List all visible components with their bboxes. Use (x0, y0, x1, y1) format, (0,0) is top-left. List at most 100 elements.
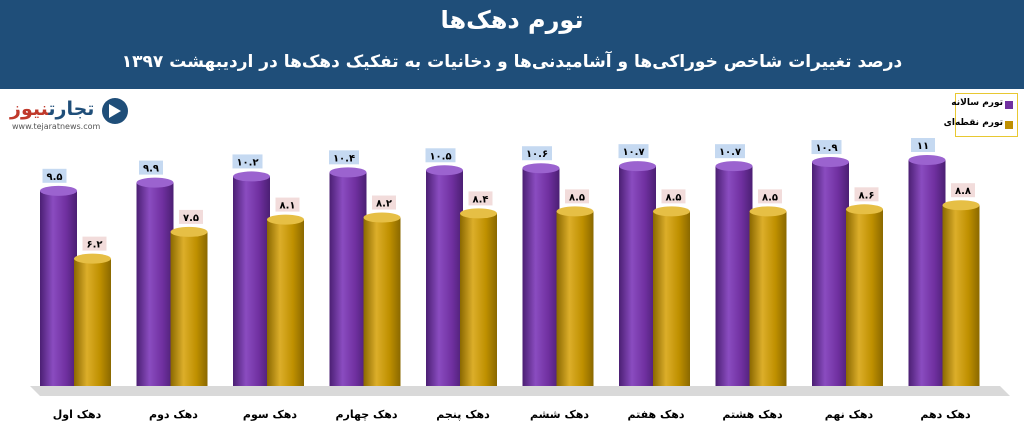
bar-point-1 (74, 258, 111, 386)
x-tick-label-9: دهک نهم (825, 408, 874, 421)
bar-point-4 (363, 217, 401, 386)
bar-cap-point-1 (74, 253, 111, 264)
bar-annual-7 (619, 166, 656, 386)
x-tick-label-2: دهک دوم (149, 408, 198, 421)
data-label-annual-1: ۹.۵ (46, 172, 62, 183)
data-label-bg-annual-1 (42, 168, 67, 183)
chart-subtitle: درصد تغییرات شاخص خوراکی‌ها و آشامیدنی‌ه… (121, 52, 903, 72)
legend-swatch-annual (1005, 101, 1013, 109)
data-label-bg-point-6 (565, 189, 589, 204)
chart-legend: تورم سالانه تورم نقطه‌ای (944, 93, 1018, 137)
x-tick-label-1: دهک اول (53, 408, 102, 421)
data-label-annual-6: ۱۰.۶ (526, 149, 548, 160)
data-label-point-3: ۸.۱ (279, 201, 295, 212)
bar-cap-point-3 (267, 214, 304, 225)
data-label-bg-annual-7 (618, 144, 649, 159)
data-label-bg-annual-3 (232, 154, 263, 169)
data-label-bg-point-5 (468, 191, 493, 206)
data-label-annual-9: ۱۰.۹ (815, 143, 837, 154)
data-label-annual-4: ۱۰.۴ (333, 153, 355, 164)
bar-point-7 (653, 211, 690, 386)
data-label-bg-point-8 (758, 189, 782, 204)
data-label-annual-5: ۱۰.۵ (429, 151, 451, 162)
bar-cap-point-8 (749, 206, 787, 217)
data-label-bg-annual-10 (911, 138, 935, 152)
bar-point-6 (556, 211, 594, 386)
bar-point-5 (460, 213, 497, 386)
logo-arrow-icon (102, 98, 128, 124)
bar-cap-point-4 (363, 212, 401, 223)
bar-cap-annual-9 (812, 157, 849, 168)
bar-annual-6 (522, 168, 560, 386)
bar-point-8 (749, 211, 787, 386)
data-label-bg-annual-6 (522, 146, 552, 161)
bar-cap-annual-6 (522, 163, 560, 174)
data-label-annual-8: ۱۰.۷ (719, 147, 741, 158)
data-label-point-8: ۸.۵ (762, 192, 778, 203)
legend-swatch-point (1005, 121, 1013, 129)
data-label-bg-point-10 (951, 183, 975, 198)
brand-logo: تجارتنیوز www.tejaratnews.com (6, 96, 134, 134)
chart-title: تورم دهک‌ها (440, 6, 584, 34)
data-label-bg-annual-9 (811, 140, 842, 155)
x-tick-label-5: دهک پنجم (436, 408, 490, 421)
bar-annual-5 (426, 170, 463, 386)
data-label-bg-point-1 (82, 236, 107, 251)
data-label-point-1: ۶.۲ (86, 240, 102, 251)
x-tick-label-7: دهک هفتم (627, 408, 684, 421)
bar-cap-point-7 (653, 206, 690, 217)
bar-cap-annual-2 (136, 177, 174, 188)
bar-annual-1 (40, 190, 77, 386)
data-label-point-5: ۸.۴ (472, 194, 488, 205)
bar-annual-4 (329, 172, 367, 386)
data-label-point-9: ۸.۶ (858, 190, 874, 201)
bar-cap-annual-3 (233, 171, 270, 182)
bar-cap-annual-5 (426, 165, 463, 176)
data-label-point-10: ۸.۸ (955, 186, 971, 197)
x-tick-label-8: دهک هشتم (722, 408, 783, 421)
bar-point-2 (170, 231, 208, 386)
data-label-annual-2: ۹.۹ (143, 164, 159, 175)
data-label-bg-point-7 (661, 189, 686, 204)
data-label-bg-point-9 (854, 187, 879, 202)
data-label-bg-point-4 (372, 195, 396, 210)
x-tick-label-4: دهک چهارم (335, 408, 397, 421)
logo-url: www.tejaratnews.com (12, 122, 101, 131)
bar-cap-point-6 (556, 206, 594, 217)
bar-annual-10 (908, 160, 946, 386)
bar-annual-8 (715, 166, 753, 386)
data-label-bg-point-3 (275, 197, 300, 212)
x-tick-label-6: دهک ششم (530, 408, 589, 421)
logo-wordmark-part2: نیوز (10, 98, 49, 120)
x-tick-label-3: دهک سوم (243, 408, 297, 421)
logo-wordmark-part1: تجارت (48, 98, 95, 120)
bar-point-9 (846, 209, 883, 386)
logo-wordmark: تجارتنیوز (10, 98, 94, 120)
bar-annual-3 (233, 176, 270, 386)
bar-cap-annual-10 (908, 155, 946, 165)
data-label-bg-annual-2 (139, 160, 163, 175)
legend-label-annual: تورم سالانه (951, 98, 1003, 108)
data-label-annual-3: ۱۰.۲ (236, 157, 258, 168)
bar-point-3 (267, 219, 304, 386)
bar-cap-point-2 (170, 226, 208, 237)
x-tick-label-10: دهک دهم (920, 408, 971, 421)
bar-annual-2 (136, 182, 174, 386)
bar-cap-annual-4 (329, 167, 367, 178)
data-label-bg-annual-4 (329, 150, 359, 165)
data-label-bg-point-2 (179, 209, 203, 224)
data-label-point-2: ۷.۵ (183, 213, 199, 224)
chart-header: تورم دهک‌ها درصد تغییرات شاخص خوراکی‌ها … (0, 0, 1024, 89)
bar-cap-annual-7 (619, 161, 656, 172)
bar-point-10 (942, 205, 980, 386)
data-label-annual-10: ۱۱ (917, 141, 929, 152)
data-label-annual-7: ۱۰.۷ (622, 147, 644, 158)
bar-cap-point-10 (942, 200, 980, 211)
data-label-point-6: ۸.۵ (569, 192, 585, 203)
data-label-point-4: ۸.۲ (376, 199, 392, 210)
bar-cap-annual-8 (715, 161, 753, 172)
bar-annual-9 (812, 162, 849, 386)
bar-cap-point-9 (846, 204, 883, 215)
data-label-bg-annual-8 (715, 144, 745, 159)
